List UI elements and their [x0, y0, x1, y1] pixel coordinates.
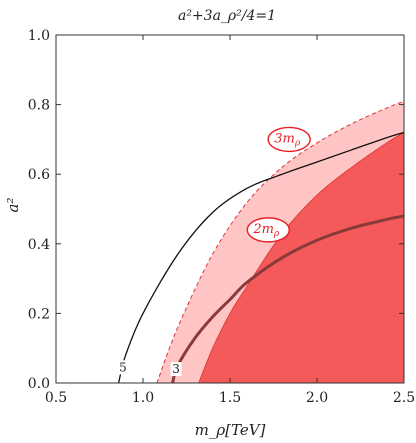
x-tick-label: 1.5	[219, 390, 241, 406]
contour-label-3: 3	[170, 362, 182, 377]
contour-line-3	[171, 214, 404, 383]
contour-label-5: 5	[117, 360, 129, 375]
x-axis-label: m_ρ[TeV]	[195, 421, 266, 439]
region-label-3m-rho: 3mρ	[267, 126, 311, 153]
x-tick-label: 2.5	[393, 390, 415, 406]
y-tick-label: 0.6	[28, 167, 50, 183]
x-tick-label: 2.0	[306, 390, 328, 406]
y-tick-label: 0.4	[28, 237, 50, 253]
contour-label-3-text: 3	[172, 362, 180, 376]
y-tick-label: 1.0	[28, 28, 50, 44]
x-tick-label: 1.0	[132, 390, 154, 406]
contour-label-5-text: 5	[119, 360, 127, 374]
x-axis-ticks: 0.5 1.0 1.5 2.0 2.5	[45, 35, 415, 406]
y-axis-label: a²	[4, 198, 22, 213]
region-2m-rho	[198, 132, 404, 383]
y-tick-label: 0.8	[28, 98, 50, 114]
y-tick-label: 0.0	[28, 376, 50, 392]
x-tick-label: 0.5	[45, 390, 67, 406]
region-label-2m-rho: 2mρ	[246, 217, 290, 243]
chart-title: a²+3a_ρ²/4=1	[178, 8, 276, 24]
region-label-3m-rho-text: 3mρ	[274, 131, 301, 148]
region-label-2m-rho-text: 2mρ	[252, 222, 280, 239]
contour-line-5	[117, 131, 404, 383]
y-axis-ticks: 0.0 0.2 0.4 0.6 0.8 1.0	[28, 28, 404, 392]
region-3m-rho-boundary	[156, 100, 404, 383]
y-tick-label: 0.2	[28, 306, 50, 322]
